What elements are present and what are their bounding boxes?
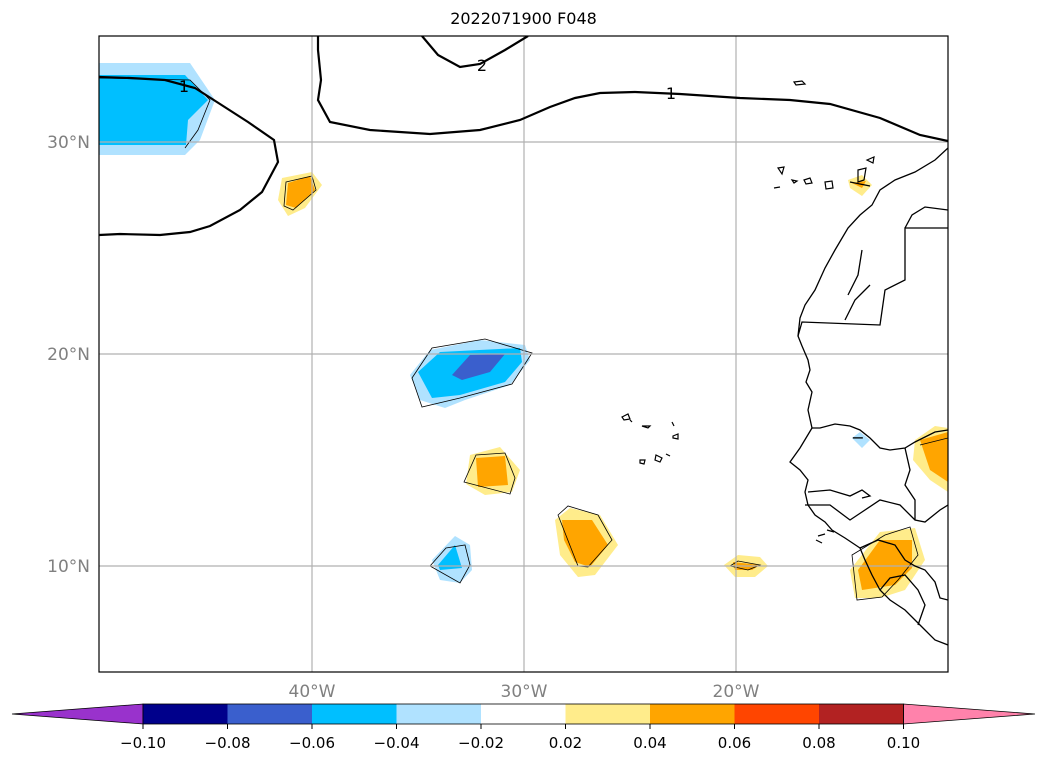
coastline-africa bbox=[789, 147, 948, 646]
contour-label-1-west: 1 bbox=[179, 77, 189, 96]
colorbar-tick-label: 0.08 bbox=[802, 734, 835, 752]
positive-anomaly-4 bbox=[724, 555, 768, 577]
colorbar-segment bbox=[481, 704, 566, 724]
lat-label-20n: 20°N bbox=[47, 345, 90, 365]
negative-anomaly-center bbox=[410, 338, 533, 408]
colorbar-tick-label: −0.02 bbox=[458, 734, 504, 752]
gridlines bbox=[99, 36, 948, 672]
map-area: 1 2 1 − bbox=[99, 36, 948, 672]
colorbar-tick-label: −0.04 bbox=[374, 734, 420, 752]
colorbar-extend-max bbox=[903, 703, 1036, 725]
contour-label-1-east: 1 bbox=[666, 84, 676, 103]
positive-anomaly-1 bbox=[278, 172, 322, 216]
colorbar-segment bbox=[734, 704, 820, 724]
lon-label-30w: 30°W bbox=[501, 682, 548, 702]
contour-label-negative: − bbox=[851, 428, 864, 447]
colorbar: −0.10 −0.08 −0.06 −0.04 −0.02 0.02 0.04 0.06 0.0… bbox=[11, 703, 1036, 752]
colorbar-segment bbox=[819, 704, 904, 724]
lat-label-30n: 30°N bbox=[47, 133, 90, 153]
positive-anomaly-africa bbox=[848, 175, 948, 601]
colorbar-segment bbox=[312, 704, 397, 724]
colorbar-segment bbox=[143, 704, 228, 724]
contour-label-2: 2 bbox=[477, 56, 487, 75]
colorbar-extend-min bbox=[11, 703, 144, 725]
colorbar-tick-label: 0.10 bbox=[887, 734, 920, 752]
islands bbox=[621, 80, 875, 544]
map-frame bbox=[98, 35, 949, 673]
colorbar-tick-label: −0.10 bbox=[120, 734, 166, 752]
lon-label-20w: 20°W bbox=[713, 682, 760, 702]
lon-label-40w: 40°W bbox=[289, 682, 336, 702]
colorbar-tick-label: 0.06 bbox=[718, 734, 751, 752]
colorbar-tick-label: 0.04 bbox=[633, 734, 666, 752]
colorbar-frame bbox=[142, 703, 904, 725]
colorbar-segment bbox=[650, 704, 735, 724]
positive-anomaly-2 bbox=[463, 447, 520, 495]
colorbar-tick-label: −0.06 bbox=[289, 734, 335, 752]
colorbar-segment bbox=[565, 704, 651, 724]
colorbar-segment bbox=[227, 704, 313, 724]
colorbar-tick-label: 0.02 bbox=[549, 734, 582, 752]
lat-label-10n: 10°N bbox=[47, 557, 90, 577]
colorbar-segment bbox=[396, 704, 482, 724]
figure-title: 2022071900 F048 bbox=[450, 9, 597, 28]
pressure-contours bbox=[99, 36, 948, 237]
negative-anomaly-south bbox=[429, 536, 472, 584]
colorbar-tick-label: −0.08 bbox=[205, 734, 251, 752]
